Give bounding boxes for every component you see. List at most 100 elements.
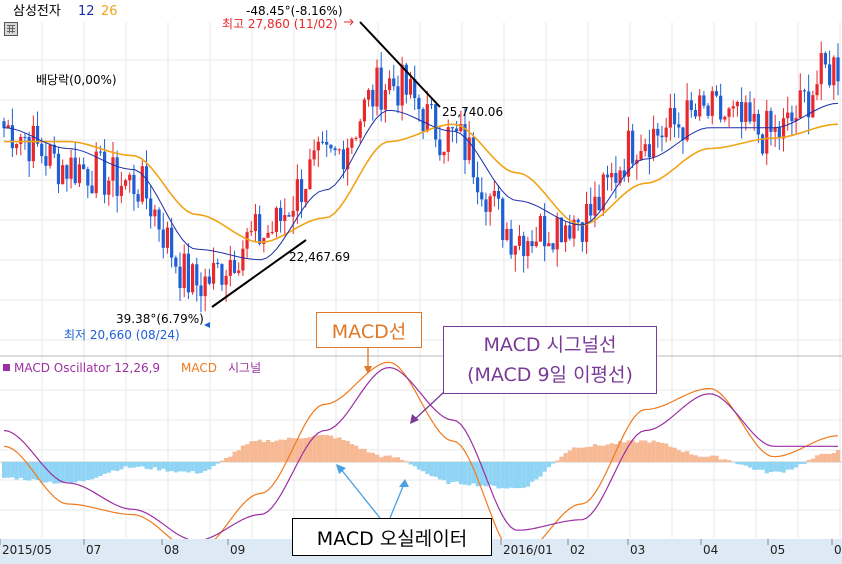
- x-tick-label: 03: [630, 543, 645, 557]
- oscillator-bar: [249, 441, 254, 462]
- oscillator-bar: [194, 462, 199, 474]
- candle-body: [170, 227, 174, 258]
- oscillator-bar: [815, 455, 820, 462]
- oscillator-bar: [546, 462, 552, 468]
- legend-marker-icon: [3, 364, 10, 371]
- oscillator-bar: [358, 448, 363, 462]
- oscillator-bar: [517, 462, 522, 489]
- oscillator-bar: [278, 439, 283, 462]
- oscillator-bar: [337, 437, 342, 462]
- candle-body: [362, 99, 367, 122]
- oscillator-bar: [525, 462, 531, 487]
- oscillator-bar: [370, 452, 376, 462]
- candle-body: [735, 101, 740, 107]
- oscillator-bar: [22, 462, 28, 481]
- oscillator-bar: [492, 462, 497, 486]
- grid-toggle-icon[interactable]: [4, 22, 18, 36]
- oscillator-bar: [106, 462, 111, 473]
- macd-arrowhead-icon: [364, 366, 372, 374]
- candle-body: [283, 215, 287, 221]
- oscillator-bar: [743, 462, 748, 466]
- candle-body: [115, 157, 119, 196]
- oscillator-bar: [483, 462, 489, 487]
- candle-body: [149, 198, 153, 217]
- oscillator-bar: [261, 441, 267, 462]
- oscillator-bar: [781, 462, 786, 473]
- oscillator-bar: [312, 435, 317, 462]
- x-tick-label: 05: [770, 543, 785, 557]
- candle-body: [413, 79, 417, 98]
- ma-12-line: [3, 102, 839, 261]
- candle-body: [44, 156, 48, 166]
- candle-body: [396, 86, 400, 106]
- oscillator-bar: [412, 462, 417, 467]
- oscillator-bar: [77, 462, 82, 481]
- candle-body: [262, 237, 266, 244]
- candle-body: [702, 95, 706, 106]
- oscillator-bar: [706, 456, 711, 462]
- candle-body: [551, 243, 555, 250]
- candle-body: [496, 190, 501, 199]
- candle-body: [668, 107, 672, 128]
- oscillator-bar: [836, 450, 841, 462]
- oscillator-bar: [144, 462, 149, 469]
- oscillator-bar: [274, 440, 279, 462]
- candle-body: [140, 166, 144, 202]
- candle-body: [823, 53, 828, 65]
- oscillator-bar: [433, 462, 438, 477]
- candle-body: [442, 151, 446, 156]
- oscillator-bar: [676, 450, 681, 462]
- candle-body: [211, 262, 216, 284]
- oscillator-bar: [580, 447, 585, 462]
- candle-body: [77, 164, 82, 184]
- candle-body: [719, 95, 723, 120]
- candle-body: [161, 229, 165, 248]
- oscillator-bar: [35, 462, 40, 481]
- candle-body: [526, 241, 530, 257]
- candle-body: [450, 127, 455, 129]
- oscillator-bar: [383, 455, 388, 462]
- candle-body: [429, 104, 434, 106]
- osc-callout-arrow-1: [339, 467, 381, 519]
- candle-body: [484, 199, 488, 212]
- oscillator-bar: [169, 462, 174, 472]
- oscillator-bar: [773, 462, 778, 472]
- oscillator-bar: [102, 462, 107, 474]
- candle-body: [672, 107, 677, 125]
- candle-body: [467, 137, 471, 161]
- candle-body: [404, 64, 408, 95]
- candle-body: [601, 174, 605, 211]
- candle-body: [237, 270, 241, 273]
- candle-body: [387, 78, 392, 91]
- candle-body: [651, 128, 656, 158]
- oscillator-bar: [115, 462, 120, 472]
- candle-body: [563, 225, 568, 243]
- oscillator-bar: [689, 454, 694, 462]
- oscillator-bar: [136, 462, 141, 467]
- oscillator-bar: [320, 434, 325, 462]
- candle-body: [463, 124, 467, 161]
- oscillator-bar: [211, 462, 216, 467]
- oscillator-bar: [605, 444, 610, 462]
- oscillator-bar: [345, 440, 350, 462]
- oscillator-bar: [257, 439, 262, 462]
- candle-body: [379, 67, 383, 110]
- candle-body: [605, 174, 610, 178]
- candle-body: [190, 264, 195, 293]
- candle-body: [325, 141, 329, 145]
- oscillator-bar: [504, 462, 510, 489]
- callout-macd-line: MACD선: [316, 312, 422, 348]
- candle-body: [90, 185, 94, 194]
- candle-body: [358, 121, 362, 138]
- oscillator-bar: [161, 462, 166, 469]
- oscillator-bar: [509, 462, 514, 488]
- x-tick-label: 2016/01: [503, 543, 553, 557]
- oscillator-bar: [245, 444, 250, 462]
- candle-body: [144, 166, 149, 199]
- candle-body: [836, 57, 840, 82]
- candle-body: [555, 217, 559, 250]
- callout-signal-text-2: (MACD 9일 이평선): [467, 364, 633, 386]
